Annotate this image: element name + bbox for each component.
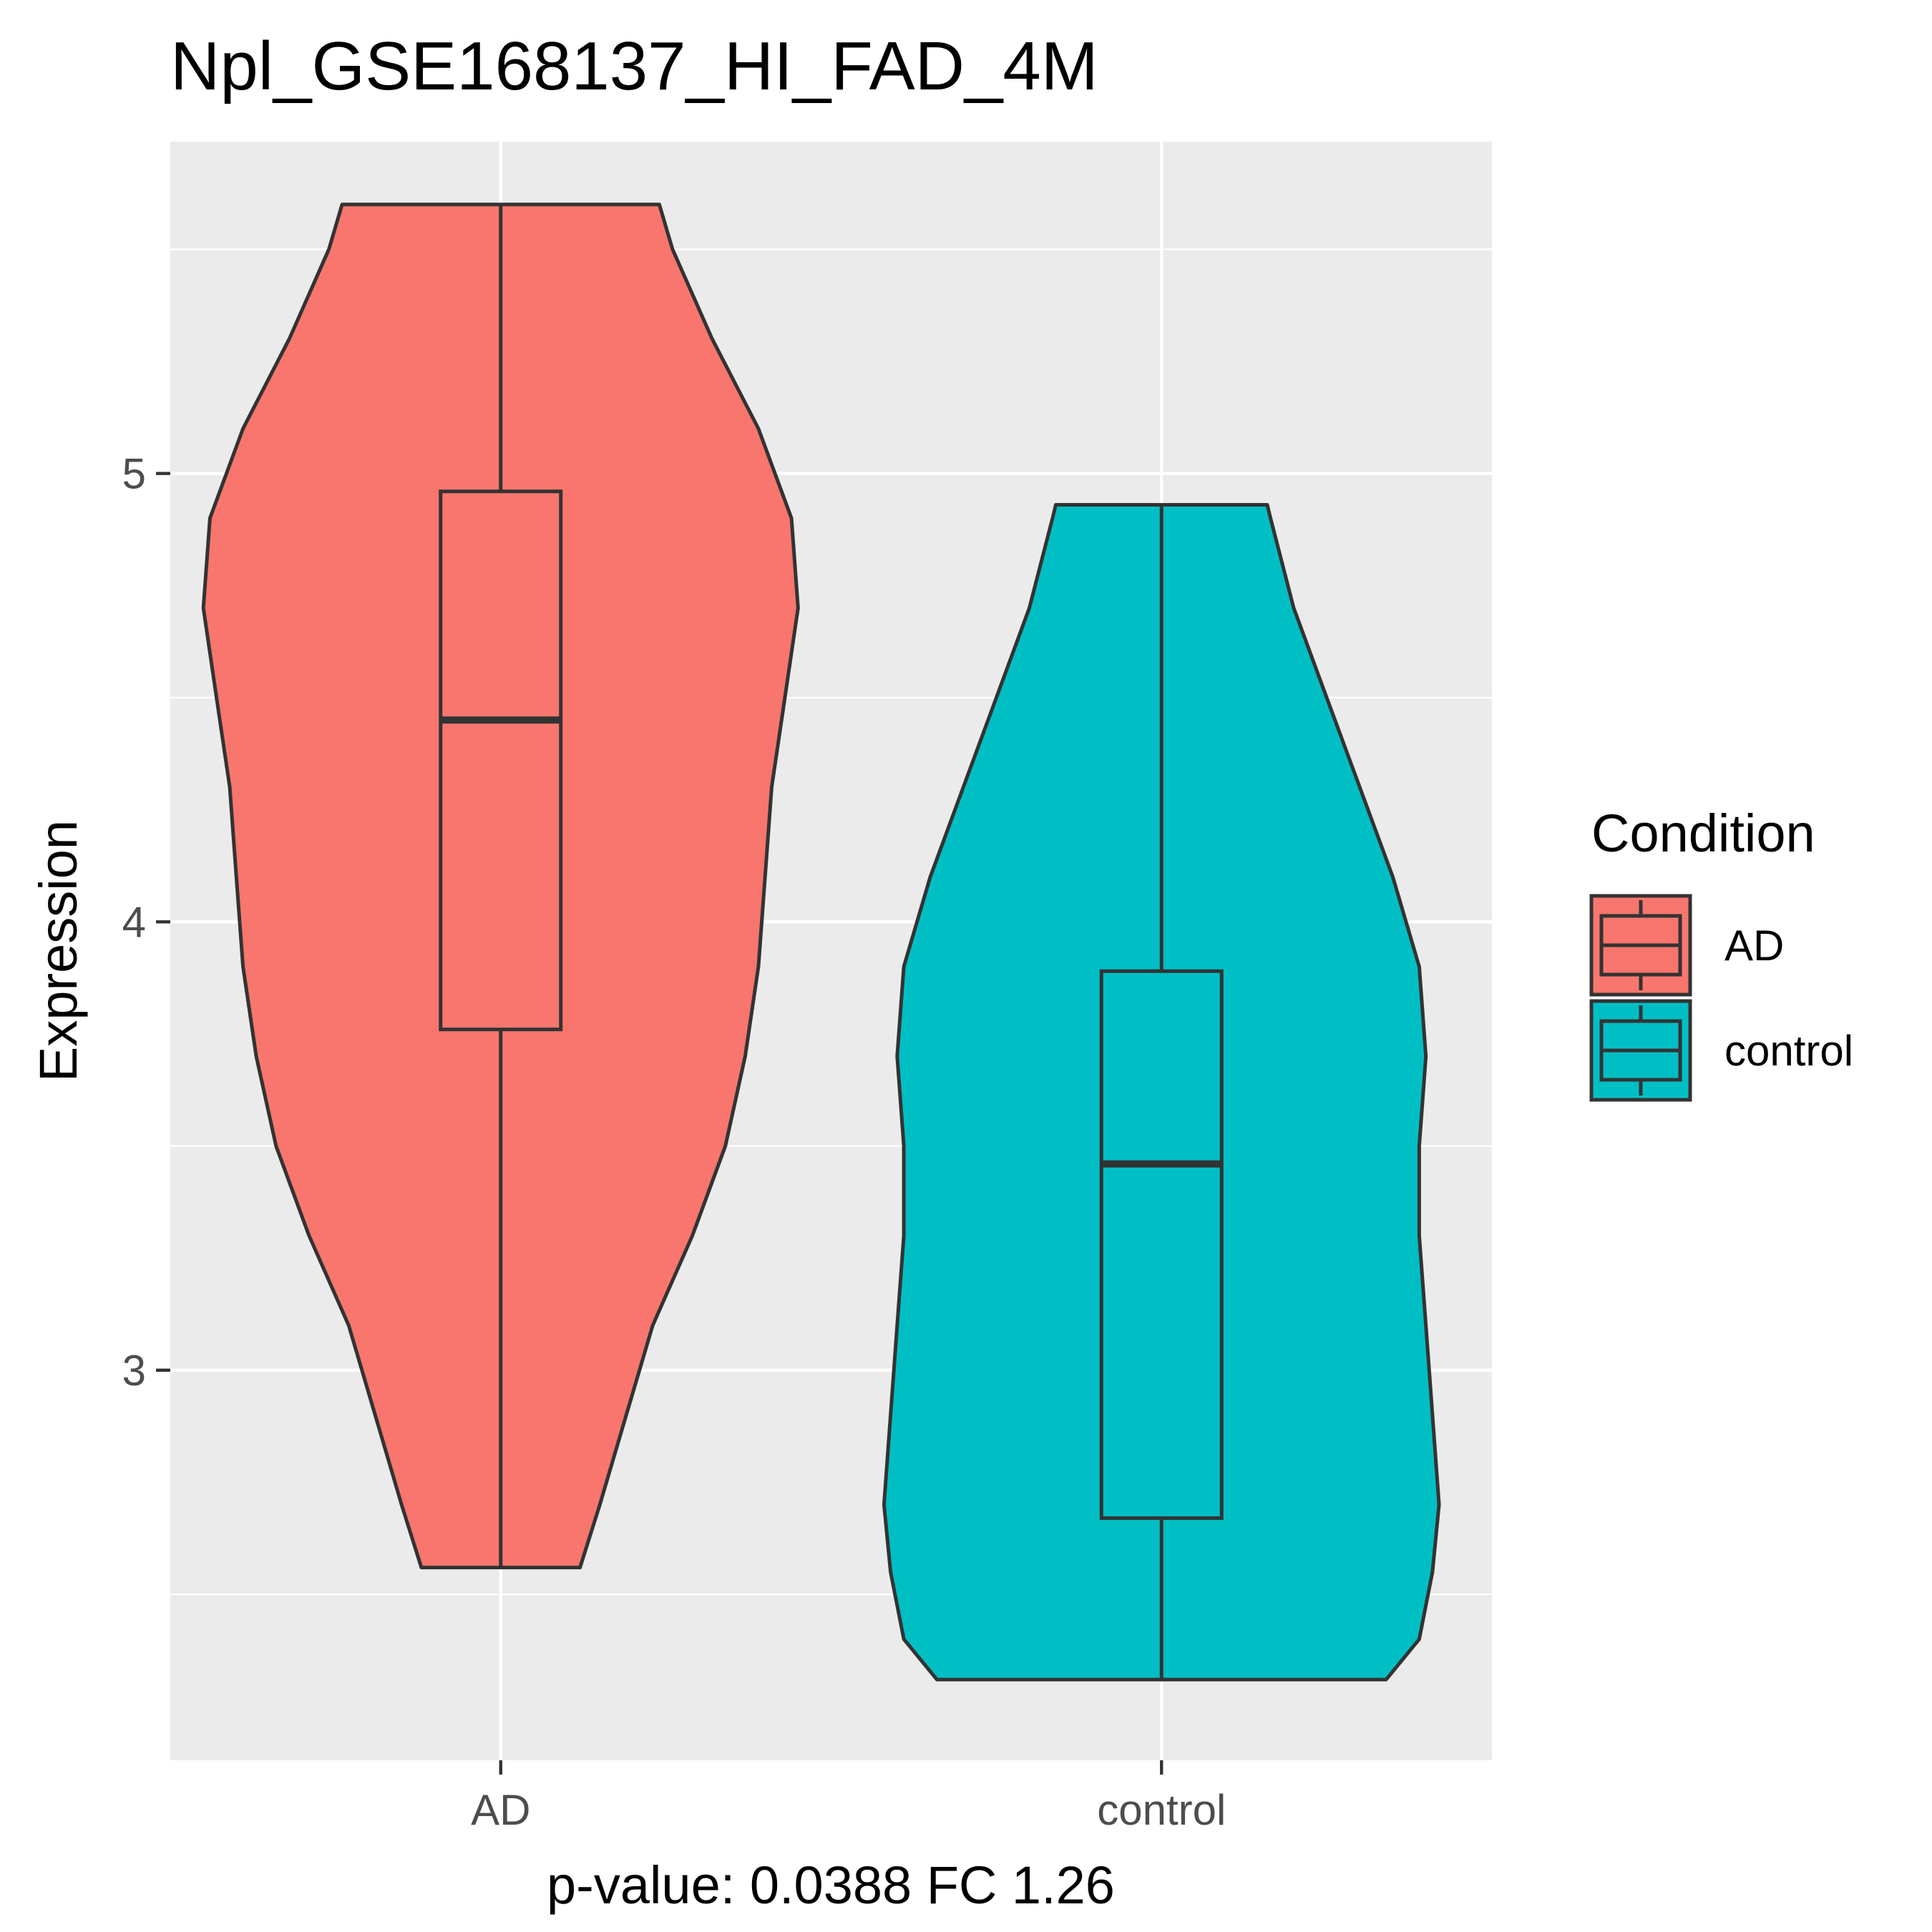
y-tick-label: 3 [122,1347,146,1395]
y-tick-label: 5 [122,450,146,498]
legend-keys: AD control [1589,894,1853,1102]
box-AD [439,489,563,1032]
boxplots [439,204,1224,1680]
x-tick-label: AD [471,1786,530,1834]
legend-label-AD: AD [1724,922,1784,970]
legend-label-control: control [1724,1027,1853,1075]
chart-title: Npl_GSE168137_HI_FAD_4M [170,28,1098,104]
legend: Condition AD control [1589,804,1853,1102]
legend-title: Condition [1591,804,1815,863]
axes: 3 4 5 AD control [122,450,1226,1834]
x-axis-title: p-value: 0.0388 FC 1.26 [547,1855,1115,1915]
y-tick-label: 4 [122,898,146,946]
x-tick-label: control [1097,1786,1226,1834]
y-axis-title: Expression [29,820,88,1082]
box-control [1099,969,1224,1521]
